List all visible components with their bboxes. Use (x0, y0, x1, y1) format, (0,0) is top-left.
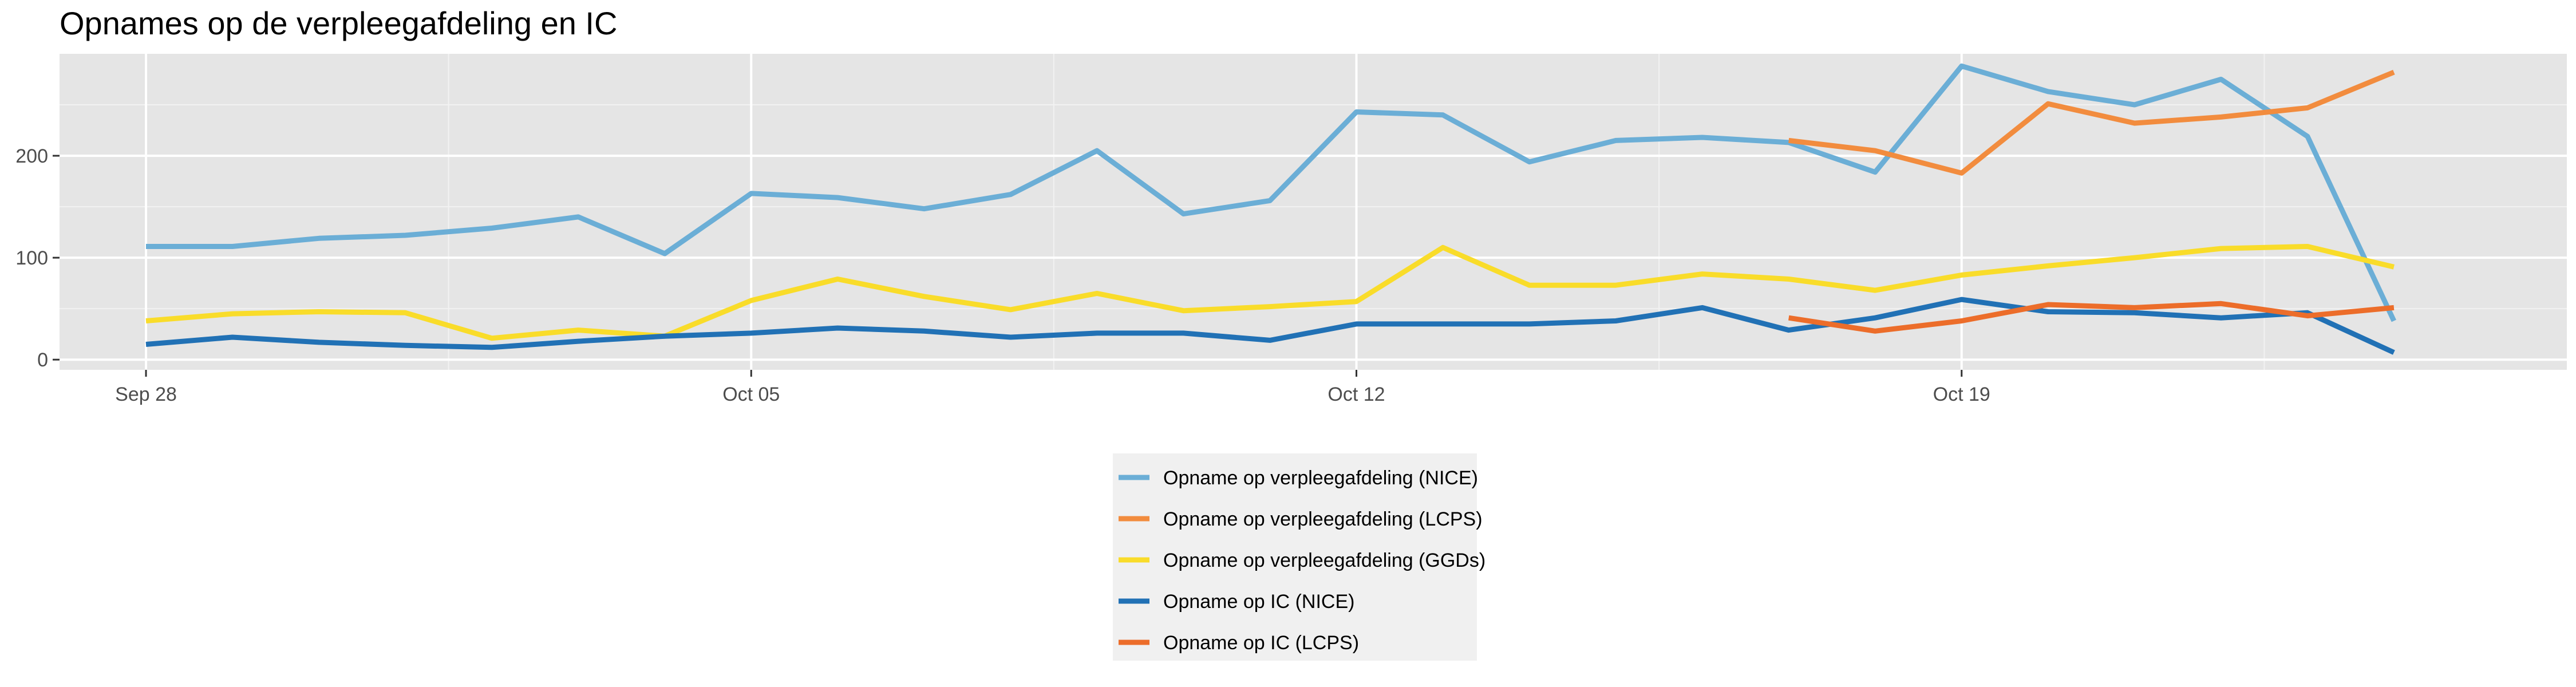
x-tick-label: Sep 28 (115, 384, 177, 405)
legend: Opname op verpleegafdeling (NICE) Opname … (1113, 453, 1485, 661)
legend-background (1113, 453, 1477, 661)
legend-label-5: Opname op IC (LCPS) (1163, 632, 1359, 654)
series-line-2 (1788, 69, 2395, 176)
x-tick-label: Oct 19 (1933, 384, 1990, 405)
legend-label-1: Opname op verpleegafdeling (NICE) (1163, 467, 1478, 489)
series-line-5 (1788, 301, 2395, 334)
legend-label-3: Opname op verpleegafdeling (GGDs) (1163, 550, 1485, 571)
series-lines (145, 63, 2396, 355)
legend-label-4: Opname op IC (NICE) (1163, 591, 1354, 613)
x-tick-label: Oct 12 (1327, 384, 1385, 405)
y-tick-label: 100 (15, 247, 48, 269)
y-tick-label: 200 (15, 145, 48, 167)
series-line-3 (145, 244, 2395, 341)
series-line-1 (146, 63, 2396, 322)
y-tick-label: 0 (37, 349, 48, 371)
plot-background (60, 54, 2567, 370)
chart-title: Opnames op de verpleegafdeling en IC (60, 5, 618, 41)
axes: Sep 28 Oct 05 Oct 12 Oct 19 0 100 200 (15, 145, 1990, 405)
x-tick-label: Oct 05 (722, 384, 780, 405)
legend-label-2: Opname op verpleegafdeling (LCPS) (1163, 508, 1483, 530)
